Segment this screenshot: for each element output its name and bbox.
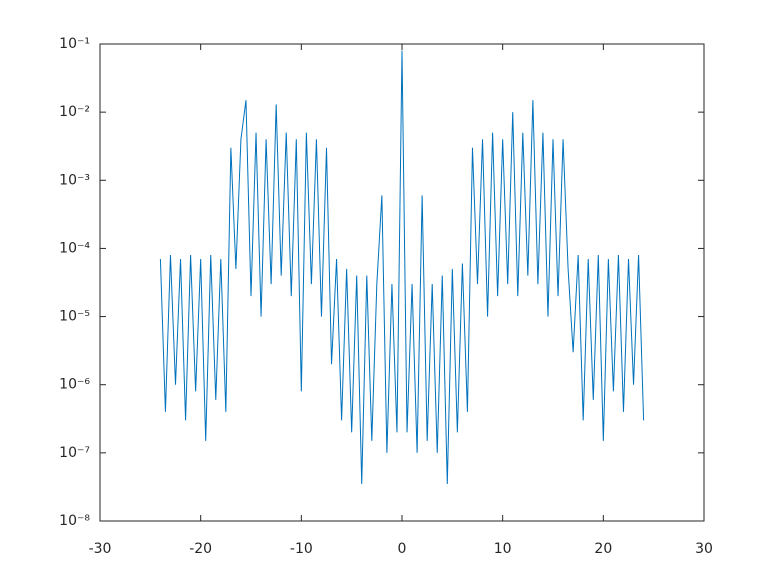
y-tick-label: 10⁻⁵	[59, 309, 90, 325]
x-tick-label: -30	[89, 541, 112, 557]
x-tick-label: -10	[290, 541, 313, 557]
y-tick-label: 10⁻⁸	[59, 513, 90, 529]
y-tick-label: 10⁻⁷	[59, 445, 90, 461]
y-tick-label: 10⁻⁴	[59, 240, 90, 256]
y-tick-label: 10⁻¹	[59, 36, 90, 52]
x-tick-label: 0	[398, 541, 407, 557]
x-tick-label: 10	[494, 541, 512, 557]
x-tick-label: 30	[695, 541, 713, 557]
x-tick-label: -20	[189, 541, 212, 557]
plot-frame	[99, 43, 705, 522]
x-tick-label: 20	[594, 541, 612, 557]
y-tick-label: 10⁻⁶	[59, 377, 90, 393]
data-line	[159, 50, 645, 484]
y-tick-label: 10⁻³	[59, 172, 90, 188]
y-tick-label: 10⁻²	[59, 104, 90, 120]
